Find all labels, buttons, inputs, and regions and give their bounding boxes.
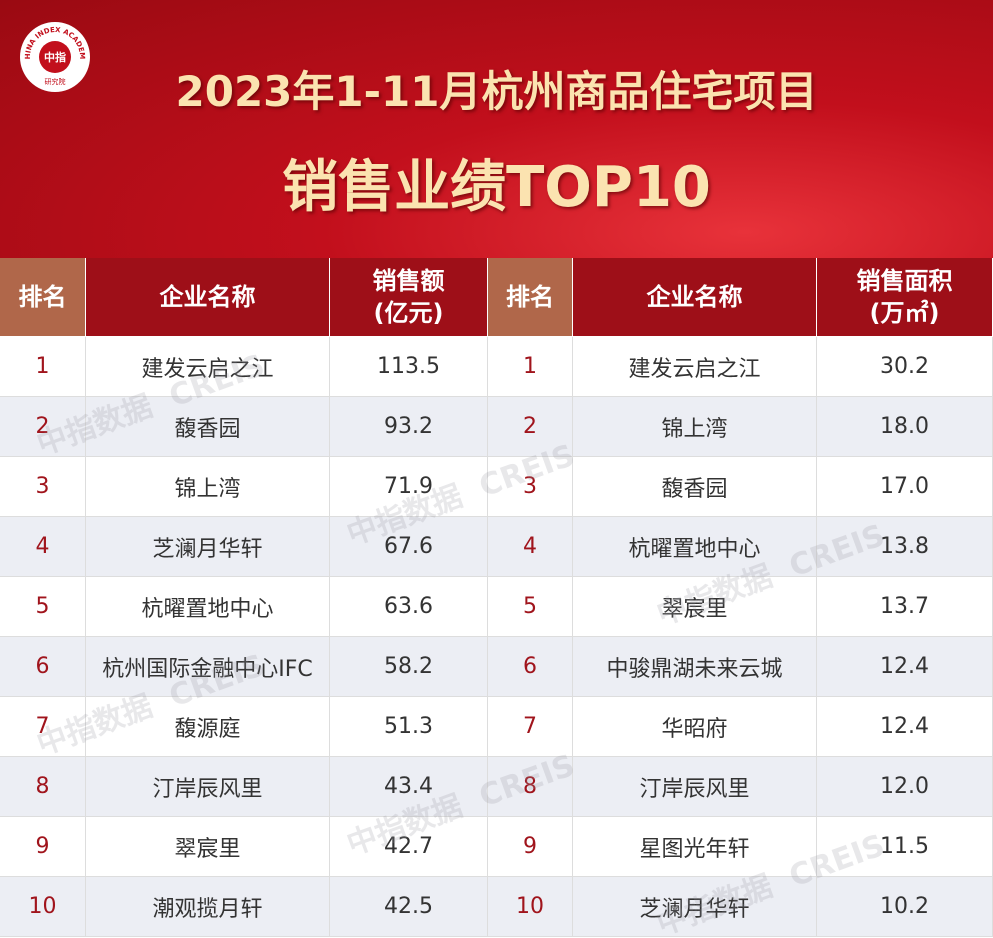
cell-name: 杭曜置地中心	[573, 517, 817, 577]
cell-rank: 7	[0, 697, 86, 757]
cell-value: 67.6	[330, 517, 488, 577]
cell-rank: 4	[488, 517, 573, 577]
cell-value: 12.0	[817, 757, 993, 817]
header-value-line: (亿元)	[373, 299, 444, 327]
cell-name: 馥香园	[573, 457, 817, 517]
cell-name: 杭州国际金融中心IFC	[86, 637, 330, 697]
cell-name: 星图光年轩	[573, 817, 817, 877]
cell-rank: 8	[0, 757, 86, 817]
cell-name: 潮观揽月轩	[86, 877, 330, 937]
cell-name: 华昭府	[573, 697, 817, 757]
cell-value: 11.5	[817, 817, 993, 877]
cell-rank: 8	[488, 757, 573, 817]
cell-name: 中骏鼎湖未来云城	[573, 637, 817, 697]
cell-rank: 6	[488, 637, 573, 697]
header-rank: 排名	[0, 258, 86, 337]
cell-name: 锦上湾	[573, 397, 817, 457]
cell-name: 馥香园	[86, 397, 330, 457]
cell-rank: 9	[0, 817, 86, 877]
header-name: 企业名称	[573, 258, 817, 337]
cell-name: 翠宸里	[573, 577, 817, 637]
cell-rank: 5	[0, 577, 86, 637]
cell-value: 18.0	[817, 397, 993, 457]
cell-value: 42.5	[330, 877, 488, 937]
cell-name: 建发云启之江	[86, 337, 330, 397]
cell-value: 71.9	[330, 457, 488, 517]
cell-rank: 3	[0, 457, 86, 517]
logo-center: 中指	[44, 50, 66, 64]
cell-value: 51.3	[330, 697, 488, 757]
header-value-line: 销售面积	[856, 267, 953, 295]
cell-name: 锦上湾	[86, 457, 330, 517]
cell-value: 42.7	[330, 817, 488, 877]
cell-rank: 9	[488, 817, 573, 877]
cell-rank: 5	[488, 577, 573, 637]
cell-value: 12.4	[817, 697, 993, 757]
cell-name: 芝澜月华轩	[86, 517, 330, 577]
cell-rank: 10	[0, 877, 86, 937]
cell-name: 建发云启之江	[573, 337, 817, 397]
cell-value: 13.8	[817, 517, 993, 577]
header-value: 销售面积 (万㎡)	[817, 258, 993, 337]
cell-name: 汀岸辰风里	[573, 757, 817, 817]
cell-name: 馥源庭	[86, 697, 330, 757]
cell-value: 58.2	[330, 637, 488, 697]
logo-bottom: 研究院	[45, 77, 66, 86]
cell-value: 93.2	[330, 397, 488, 457]
header-rank: 排名	[488, 258, 573, 337]
banner	[0, 0, 993, 258]
header-value: 销售额 (亿元)	[330, 258, 488, 337]
cell-value: 10.2	[817, 877, 993, 937]
logo-core	[39, 41, 71, 73]
header-value-line: (万㎡)	[869, 299, 940, 327]
cell-rank: 2	[488, 397, 573, 457]
logo: CHINA INDEX ACADEMY 中指 研究院	[18, 20, 90, 92]
cell-name: 芝澜月华轩	[573, 877, 817, 937]
cell-name: 杭曜置地中心	[86, 577, 330, 637]
cell-rank: 6	[0, 637, 86, 697]
cell-name: 汀岸辰风里	[86, 757, 330, 817]
cell-value: 12.4	[817, 637, 993, 697]
cell-value: 13.7	[817, 577, 993, 637]
cell-rank: 4	[0, 517, 86, 577]
title: 2023年1-11月杭州商品住宅项目	[175, 67, 818, 116]
cell-rank: 7	[488, 697, 573, 757]
cell-rank: 1	[488, 337, 573, 397]
cell-value: 113.5	[330, 337, 488, 397]
cell-value: 43.4	[330, 757, 488, 817]
cell-value: 63.6	[330, 577, 488, 637]
cell-name: 翠宸里	[86, 817, 330, 877]
subtitle: 销售业绩TOP10	[282, 155, 711, 220]
header-name: 企业名称	[86, 258, 330, 337]
header-value-line: 销售额	[372, 267, 445, 295]
cell-rank: 1	[0, 337, 86, 397]
cell-rank: 10	[488, 877, 573, 937]
cell-value: 30.2	[817, 337, 993, 397]
cell-value: 17.0	[817, 457, 993, 517]
cell-rank: 2	[0, 397, 86, 457]
cell-rank: 3	[488, 457, 573, 517]
